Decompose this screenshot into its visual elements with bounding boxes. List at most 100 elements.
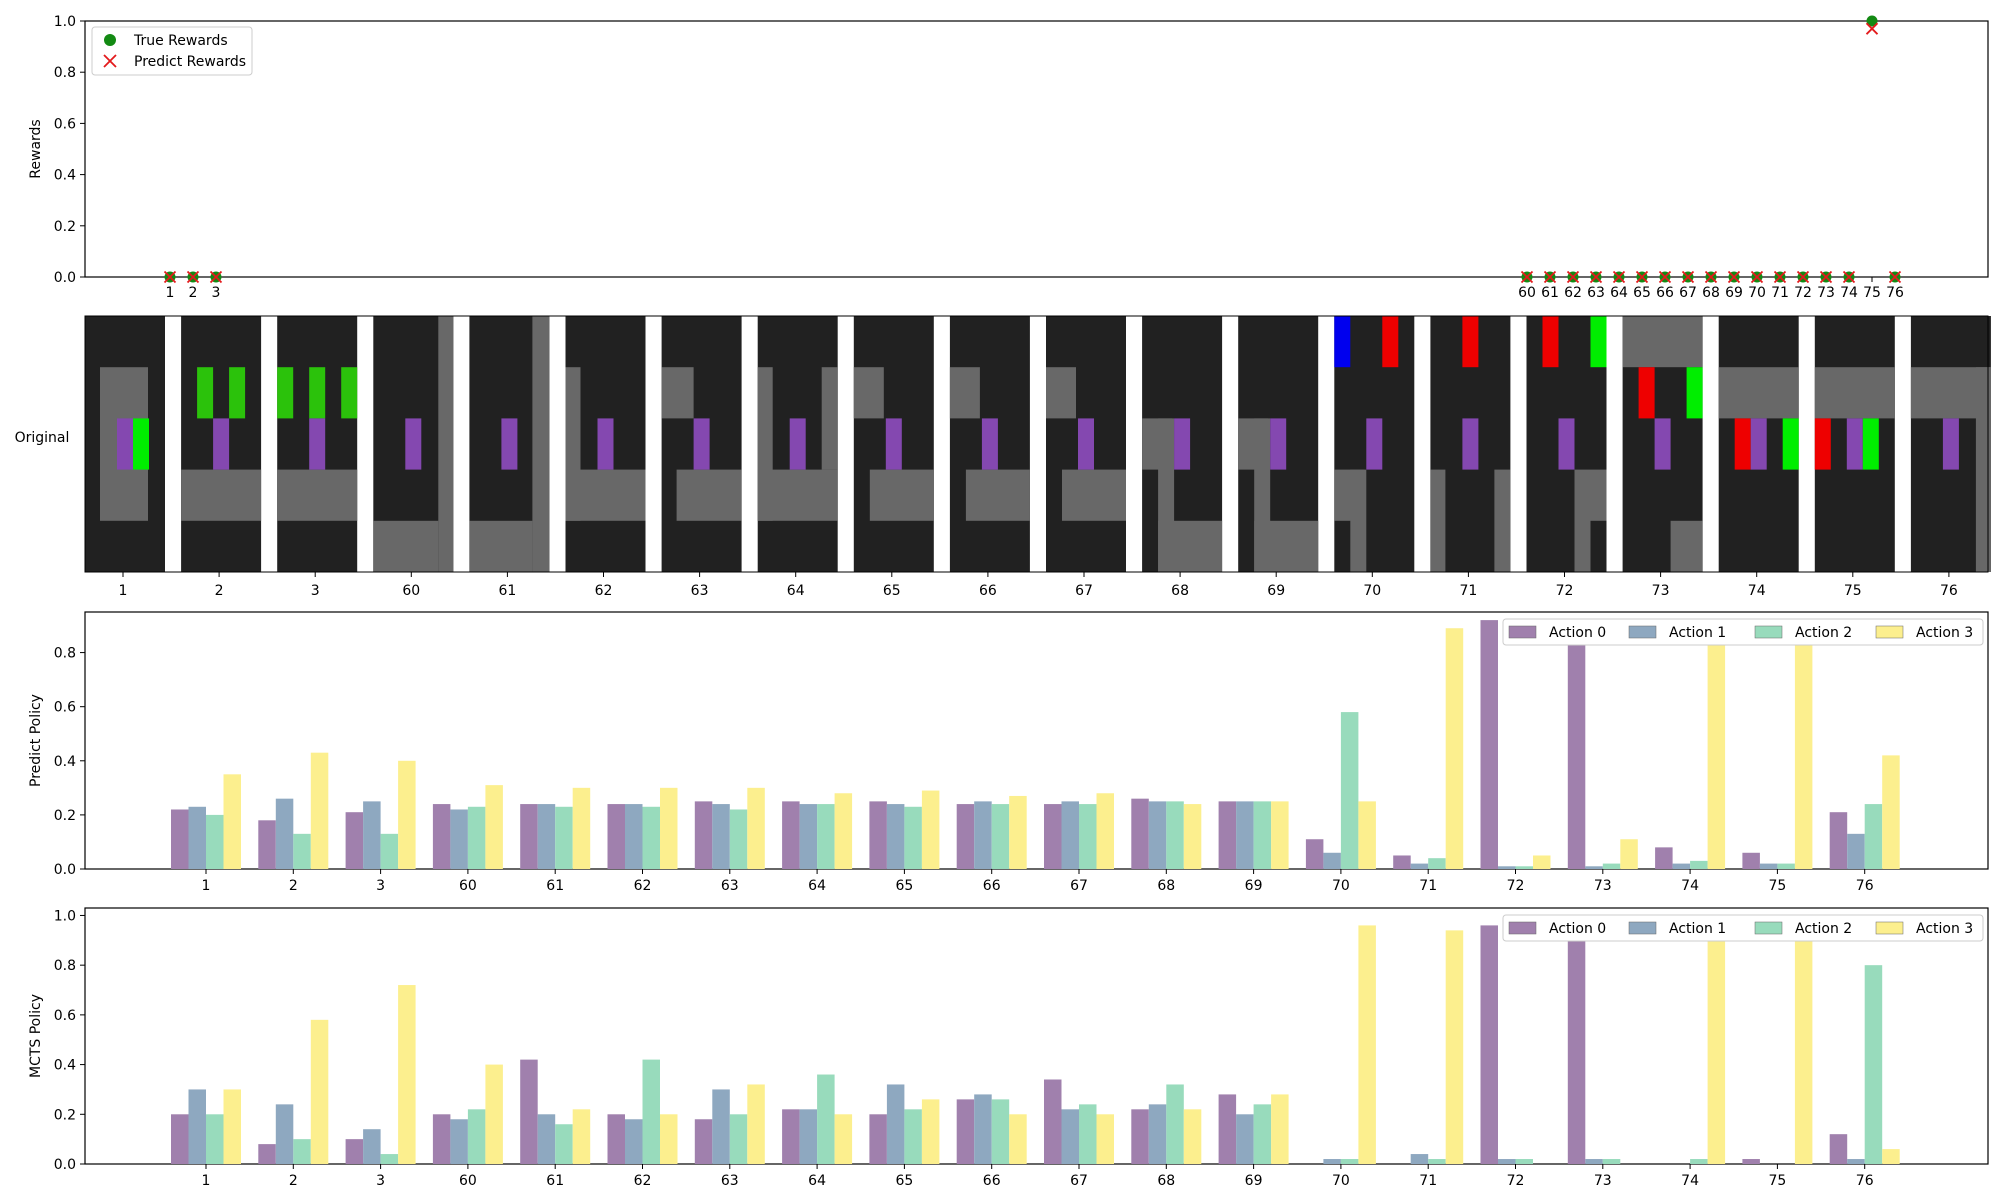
bar <box>1428 858 1446 869</box>
frame-wall <box>1670 520 1703 572</box>
bar <box>1148 801 1167 869</box>
bar <box>223 1089 241 1164</box>
frame-object <box>1782 418 1799 470</box>
frame-object <box>1590 316 1607 368</box>
legend-swatch <box>1754 921 1783 935</box>
bar <box>869 1114 887 1164</box>
bar <box>345 812 364 869</box>
frame-object <box>1862 418 1879 470</box>
x-tick-label: 74 <box>1840 285 1858 301</box>
bar <box>188 806 206 869</box>
bar <box>869 801 887 869</box>
mcts-policy-panel: 0.0 0.2 0.4 0.6 0.8 1.0 MCTS Policy 1 2 3 60 61 62 63… <box>28 907 1989 1189</box>
frame-wall <box>1254 520 1319 572</box>
bar <box>398 985 416 1164</box>
x-tick-label: 70 <box>1332 878 1350 894</box>
bar <box>1445 930 1464 1164</box>
frame-label: 74 <box>1748 583 1766 599</box>
frame-object <box>1846 418 1863 470</box>
axes-frame <box>84 20 1989 278</box>
predict-policy-panel: 0.0 0.2 0.4 0.6 0.8 Predict Policy 1 2 3 60 61 62 63… <box>28 611 1989 894</box>
x-tick-label: 69 <box>1245 1173 1263 1189</box>
predict-reward-marker <box>1865 22 1879 35</box>
frame-object <box>1542 316 1559 368</box>
original-frames-panel: Original 1 2 3 60 61 62 63 64 65 66 67 68 69 70 71 72 73 7… <box>15 315 1991 599</box>
bar <box>380 1154 399 1164</box>
frame-image <box>1526 316 1607 572</box>
bar <box>206 1114 224 1164</box>
frame-label: 75 <box>1844 583 1862 599</box>
frame-wall <box>438 316 454 572</box>
x-tick-label: 1 <box>202 1173 211 1189</box>
frame-object <box>117 418 133 470</box>
bar <box>1096 793 1114 869</box>
frame-label: 76 <box>1940 583 1958 599</box>
x-tick-label: 60 <box>459 1173 477 1189</box>
rewards-panel: 0.0 0.2 0.4 0.6 0.8 1.0 Rewards 1 2 3 60 61 62 63 64 65… <box>28 14 1989 301</box>
frame-label: 62 <box>595 583 613 599</box>
y-tick-label: 0.2 <box>54 219 76 235</box>
bar <box>1148 1104 1167 1164</box>
frame-wall <box>1158 520 1223 572</box>
x-tick-label: 61 <box>1541 285 1559 301</box>
bar <box>1236 801 1254 869</box>
bar <box>1410 863 1429 869</box>
predict-reward-marker <box>1589 270 1603 284</box>
bar <box>1864 965 1883 1164</box>
frame-wall <box>1494 469 1511 572</box>
bar <box>1009 1114 1027 1164</box>
frame-label: 73 <box>1652 583 1670 599</box>
x-tick-label: 67 <box>1679 285 1697 301</box>
legend-label: Action 0 <box>1549 625 1606 641</box>
x-tick-label: 66 <box>983 878 1001 894</box>
frame-label: 2 <box>215 583 224 599</box>
bar <box>572 787 591 869</box>
bar <box>956 804 975 869</box>
x-tick-label: 65 <box>1633 285 1651 301</box>
bar <box>1393 855 1411 869</box>
frame-object <box>1654 418 1671 470</box>
bar <box>520 1059 538 1164</box>
predict-reward-marker <box>163 270 177 284</box>
bar <box>886 1084 905 1164</box>
frame-label: 68 <box>1171 583 1189 599</box>
frame-object <box>1382 316 1399 368</box>
x-tick-label: 65 <box>895 878 913 894</box>
frame-wall <box>1622 316 1703 368</box>
frame-object <box>1734 418 1751 470</box>
x-tick-label: 74 <box>1681 878 1699 894</box>
legend-box <box>1502 914 1984 942</box>
bar <box>1585 1159 1603 1164</box>
x-tick-label: 68 <box>1702 285 1720 301</box>
bar <box>799 804 818 869</box>
bar <box>467 806 486 869</box>
axes-frame <box>84 907 1989 1165</box>
bar <box>1515 866 1533 869</box>
bar <box>1305 839 1324 869</box>
legend-true-marker <box>104 34 116 46</box>
legend-box <box>1502 618 1984 646</box>
bar <box>1567 639 1586 869</box>
frame-label: 70 <box>1363 583 1381 599</box>
legend-swatch <box>1875 625 1904 639</box>
x-tick-label: 76 <box>1856 878 1874 894</box>
bar <box>1358 801 1376 869</box>
frame-wall <box>965 469 1030 521</box>
bar <box>607 1114 625 1164</box>
predict-reward-marker <box>186 270 200 284</box>
frame-image <box>469 316 550 572</box>
frame-label: 1 <box>119 583 128 599</box>
bar <box>921 1099 940 1164</box>
bar <box>799 1109 818 1164</box>
x-tick-label: 66 <box>1656 285 1674 301</box>
legend-true-label: True Rewards <box>133 33 228 49</box>
frame-object <box>1686 367 1703 419</box>
bar <box>834 793 853 869</box>
x-tick-label: 71 <box>1419 878 1437 894</box>
bar <box>275 1104 294 1164</box>
frame-image <box>1142 316 1223 572</box>
legend-predict-marker <box>103 54 117 68</box>
predict-reward-marker <box>209 270 223 284</box>
frame-wall <box>532 316 550 572</box>
